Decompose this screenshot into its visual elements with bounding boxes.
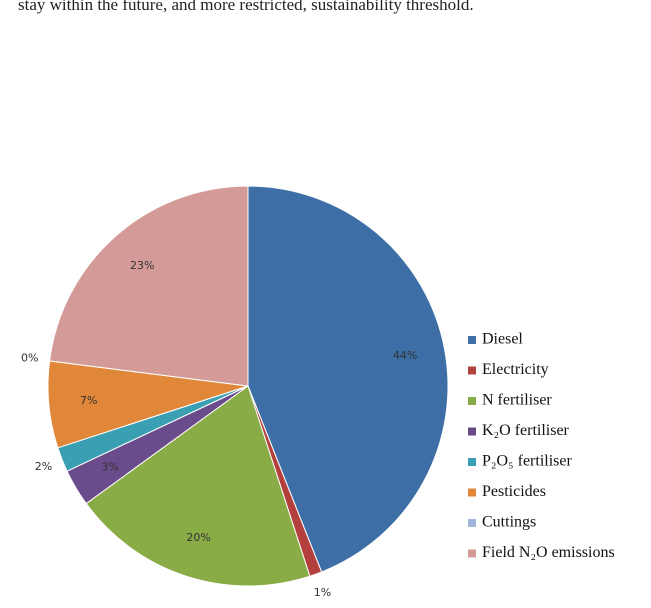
value-label: 20% xyxy=(186,531,210,544)
legend-swatch xyxy=(468,366,476,375)
value-label: 2% xyxy=(35,460,52,473)
legend-label: Diesel xyxy=(482,331,523,348)
legend-label: P₂O₅ fertiliser xyxy=(482,453,572,470)
value-label: 23% xyxy=(130,259,154,272)
legend-label: Electricity xyxy=(482,361,549,378)
legend-label: Cuttings xyxy=(482,514,536,531)
pie-slice xyxy=(247,185,449,573)
value-label: 44% xyxy=(393,349,417,362)
pie-slice xyxy=(85,385,311,587)
legend-label: Pesticides xyxy=(482,483,546,500)
legend-swatch xyxy=(468,458,476,466)
legend-label: Field N₂O emissions xyxy=(482,544,615,561)
legend-swatch xyxy=(468,519,476,527)
pie-slice xyxy=(49,185,249,387)
value-label: 0% xyxy=(21,351,38,364)
value-label: 7% xyxy=(80,394,97,407)
value-label: 1% xyxy=(314,586,331,599)
value-label: 3% xyxy=(102,460,119,473)
legend-swatch xyxy=(468,549,476,558)
legend-label: K₂O fertiliser xyxy=(482,422,570,439)
legend-label: N fertiliser xyxy=(482,392,552,409)
legend-swatch xyxy=(468,427,476,436)
legend-swatch xyxy=(468,336,476,344)
legend-swatch xyxy=(468,488,476,497)
header-text: stay within the future, and more restric… xyxy=(18,0,474,14)
legend-swatch xyxy=(468,397,476,405)
